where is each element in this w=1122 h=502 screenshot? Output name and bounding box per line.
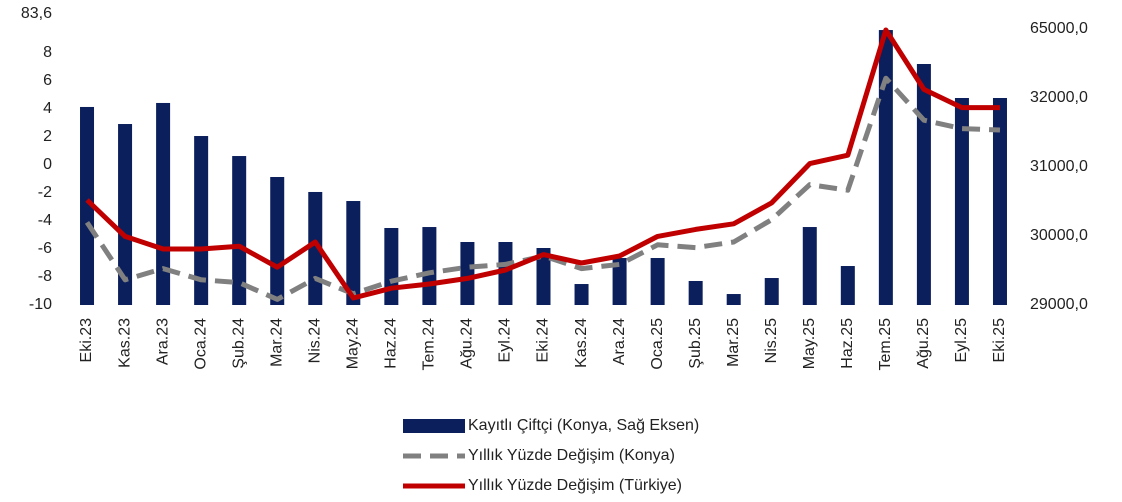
y-tick-label: -6 [38,240,52,257]
bar [688,280,703,305]
y2-tick-label: 29000,0 [1030,296,1088,313]
bar [992,98,1007,305]
x-tick-label: Ara.23 [154,318,171,365]
x-tick-label: Nis.24 [306,318,323,363]
legend-label: Yıllık Yüzde Değişim (Türkiye) [468,477,682,494]
bar [156,102,171,305]
bar [460,242,475,305]
x-tick-label: Eki.23 [78,318,95,363]
x-tick-label: May.25 [801,318,818,369]
x-tick-label: Eki.24 [535,318,552,363]
bar [270,177,285,305]
x-tick-label: Ağu.24 [459,318,476,369]
bar [574,284,589,305]
x-tick-label: Eyl.24 [497,318,514,363]
bar [612,258,627,305]
y-tick-label: -2 [38,184,52,201]
bar [916,64,931,305]
bar [80,106,95,305]
y-tick-label: 4 [43,100,52,117]
x-tick-label: Mar.25 [725,318,742,367]
y-tick-label: -8 [38,268,52,285]
line [84,75,1001,302]
y-tick-label: 2 [43,128,52,145]
bar [194,136,209,305]
bar [840,266,855,305]
bar [726,294,741,305]
y-tick-label: 6 [43,72,52,89]
y-tick-label: -10 [29,296,52,313]
bar [878,30,893,306]
x-tick-label: Kas.23 [116,318,133,368]
y-tick-label: 83,6 [21,5,52,22]
x-tick-label: Ara.24 [611,318,628,365]
y-tick-label: -4 [38,212,52,229]
x-tick-label: Şub.25 [687,318,704,369]
y2-tick-label: 30000,0 [1030,227,1088,244]
x-tick-label: Şub.24 [230,318,247,369]
x-tick-label: Eki.25 [991,318,1008,363]
y-tick-label: 0 [43,156,52,173]
y-tick-label: 8 [43,44,52,61]
bar [118,124,133,305]
bar [384,227,399,305]
x-tick-label: Ağu.25 [915,318,932,369]
x-tick-label: Tem.24 [421,318,438,371]
x-tick-label: Mar.24 [268,318,285,367]
bar [764,278,779,305]
x-tick-label: Haz.24 [383,318,400,369]
x-tick-label: Tem.25 [877,318,894,371]
bar [346,201,361,305]
legend-label: Yıllık Yüzde Değişim (Konya) [468,447,675,464]
bar [232,156,247,305]
x-tick-label: Eyl.25 [953,318,970,363]
x-tick-label: Oca.24 [192,318,209,370]
bar [308,191,323,305]
x-tick-label: Nis.25 [763,318,780,363]
legend-swatch [403,419,465,433]
y2-tick-label: 31000,0 [1030,158,1088,175]
bar [802,227,817,305]
x-tick-label: Kas.24 [573,318,590,368]
x-tick-label: Oca.25 [649,318,666,370]
bar [422,227,437,305]
x-tick-label: May.24 [345,318,362,369]
line [85,27,1000,301]
bar [536,248,551,305]
y2-tick-label: 65000,0 [1030,20,1088,37]
bar [954,98,969,305]
legend-label: Kayıtlı Çiftçi (Konya, Sağ Eksen) [468,417,699,434]
bar [650,258,665,305]
y2-tick-label: 32000,0 [1030,89,1088,106]
x-tick-label: Haz.25 [839,318,856,369]
bar [498,242,513,305]
